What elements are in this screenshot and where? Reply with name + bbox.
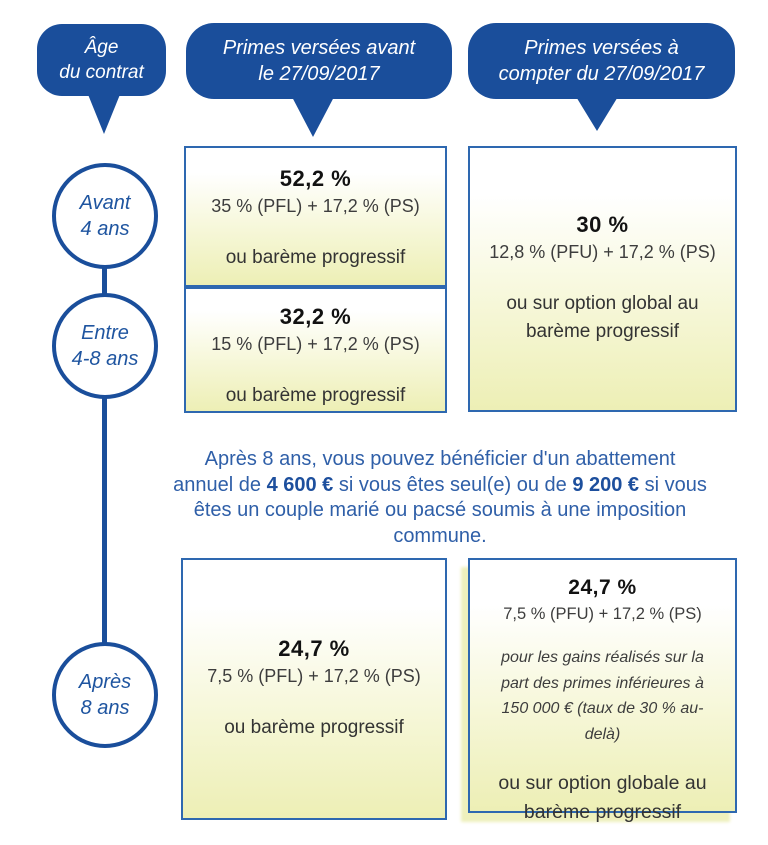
- abattement-line1: Après 8 ans, vous pouvez bénéficier d'un…: [204, 448, 676, 470]
- bubble-age-du-contrat: Âge du contrat: [37, 24, 166, 96]
- bubble-age-line2: du contrat: [59, 62, 144, 83]
- taxbox-apres-8ans-primes-apres: 24,7 % 7,5 % (PFU) + 17,2 % (PS) pour le…: [468, 558, 737, 823]
- tax-rate: 24,7 %: [568, 576, 637, 599]
- abattement-line4: commune.: [393, 524, 487, 547]
- bubble-primes-avant-line1: Primes versées avant: [222, 36, 416, 59]
- timeline-node-entre-4-8-ans: Entre 4-8 ans: [52, 293, 158, 399]
- abattement-text: si vous: [639, 473, 707, 496]
- tax-formula: 7,5 % (PFU) + 17,2 % (PS): [503, 605, 702, 623]
- tax-option: ou barème progressif: [224, 717, 404, 739]
- taxbox-moins-8ans-primes-apres: 30 % 12,8 % (PFU) + 17,2 % (PS) ou sur o…: [468, 146, 737, 412]
- taxbox-4-8ans-primes-avant: 32,2 % 15 % (PFL) + 17,2 % (PS) ou barèm…: [184, 287, 447, 413]
- tax-formula: 15 % (PFL) + 17,2 % (PS): [211, 334, 420, 354]
- tax-formula: 35 % (PFL) + 17,2 % (PS): [211, 196, 420, 216]
- speech-tail: [87, 92, 121, 134]
- speech-tail: [291, 95, 335, 137]
- bubble-age-line1: Âge: [84, 36, 119, 58]
- abattement-amount-single: 4 600 €: [266, 473, 334, 496]
- timeline-node-line1: Après: [78, 671, 132, 693]
- tax-option: ou sur option globale au barème progress…: [498, 772, 707, 823]
- abattement-amount-couple: 9 200 €: [572, 473, 640, 496]
- timeline-node-avant-4-ans: Avant 4 ans: [52, 163, 158, 269]
- abattement-text: annuel de: [173, 473, 267, 496]
- tax-formula: 12,8 % (PFU) + 17,2 % (PS): [489, 242, 716, 263]
- taxbox-avant-4ans-primes-avant: 52,2 % 35 % (PFL) + 17,2 % (PS) ou barèm…: [184, 146, 447, 287]
- timeline-node-line2: 4-8 ans: [71, 348, 139, 370]
- tax-rate: 32,2 %: [279, 304, 352, 329]
- abattement-note: Après 8 ans, vous pouvez bénéficier d'un…: [134, 447, 746, 549]
- bubble-primes-apres-line2: compter du 27/09/2017: [498, 63, 705, 85]
- timeline-node-apres-8-ans: Après 8 ans: [52, 642, 158, 748]
- tax-rate: 52,2 %: [279, 166, 352, 191]
- timeline-node-line1: Entre: [81, 322, 129, 344]
- tax-rate: 24,7 %: [278, 636, 350, 662]
- bubble-primes-avant: Primes versées avant le 27/09/2017: [186, 23, 452, 99]
- bubble-primes-apres-line1: Primes versées à: [524, 36, 679, 59]
- tax-option: ou sur option global au barème progressi…: [506, 293, 699, 342]
- tax-option: ou barème progressif: [225, 247, 406, 268]
- timeline-node-line2: 4 ans: [80, 218, 130, 240]
- abattement-text: si vous êtes seul(e) ou de: [333, 473, 573, 496]
- abattement-line3: êtes un couple marié ou pacsé soumis à u…: [193, 499, 687, 522]
- tax-rate: 30 %: [576, 212, 629, 238]
- abattement-line2: annuel de 4 600 € si vous êtes seul(e) o…: [134, 473, 746, 499]
- timeline-node-line1: Avant: [79, 192, 131, 214]
- timeline-node-line2: 8 ans: [80, 697, 130, 719]
- tax-condition-note: pour les gains réalisés sur la part des …: [501, 649, 704, 743]
- bubble-primes-apres: Primes versées à compter du 27/09/2017: [468, 23, 735, 99]
- timeline-connector-line: [102, 216, 107, 696]
- bubble-primes-avant-line2: le 27/09/2017: [258, 63, 380, 85]
- tax-formula: 7,5 % (PFL) + 17,2 % (PS): [207, 666, 421, 687]
- tax-option: ou barème progressif: [225, 385, 406, 406]
- speech-tail: [575, 95, 619, 131]
- taxbox-apres-8ans-primes-avant: 24,7 % 7,5 % (PFL) + 17,2 % (PS) ou barè…: [181, 558, 447, 820]
